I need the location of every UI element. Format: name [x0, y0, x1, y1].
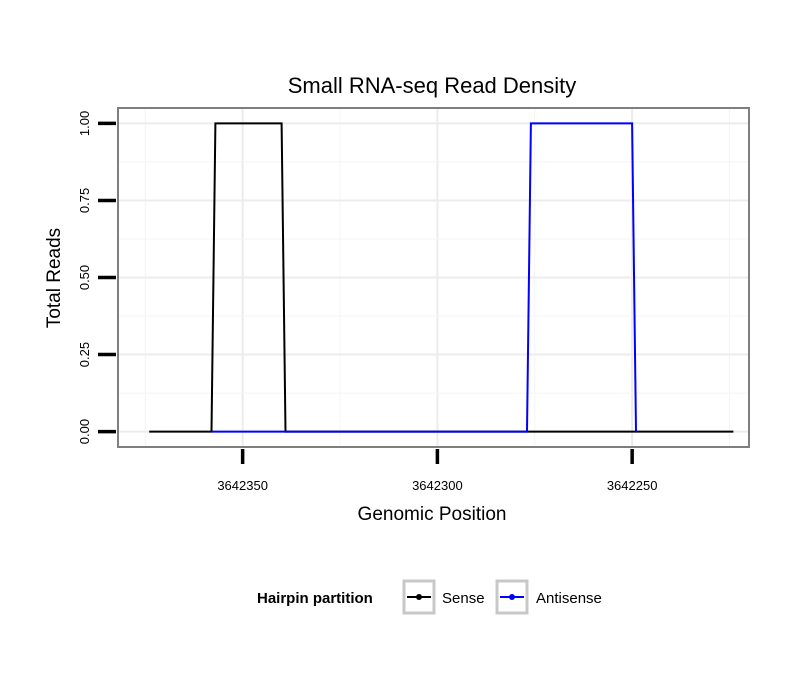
legend-title: Hairpin partition [257, 590, 373, 607]
legend-label-sense: Sense [442, 590, 485, 607]
legend-item-antisense: Antisense [495, 579, 602, 615]
y-axis-title: Total Reads [44, 228, 65, 328]
x-tick-label: 3642300 [412, 478, 463, 493]
ticks: 3642350 3642300 3642250 0.00 0.25 0.50 0.75 1.0… [77, 111, 657, 493]
y-tick-label: 0.50 [77, 265, 92, 290]
plot-border [117, 107, 750, 448]
series-group [149, 122, 734, 433]
legend: Hairpin partition Sense Antisense [257, 579, 602, 615]
legend-marker-sense [416, 594, 422, 600]
y-tick-label: 0.00 [77, 419, 92, 444]
y-tick-label: 1.00 [77, 111, 92, 136]
legend-item-sense: Sense [402, 579, 485, 615]
y-tick-label: 0.75 [77, 188, 92, 213]
legend-label-antisense: Antisense [536, 590, 602, 607]
legend-marker-antisense [509, 594, 515, 600]
x-tick-label: 3642250 [607, 478, 658, 493]
x-axis-title: Genomic Position [358, 504, 507, 525]
chart-title: Small RNA-seq Read Density [288, 73, 577, 98]
series-line-antisense [211, 122, 637, 433]
y-tick-label: 0.25 [77, 342, 92, 367]
x-tick-label: 3642350 [217, 478, 268, 493]
